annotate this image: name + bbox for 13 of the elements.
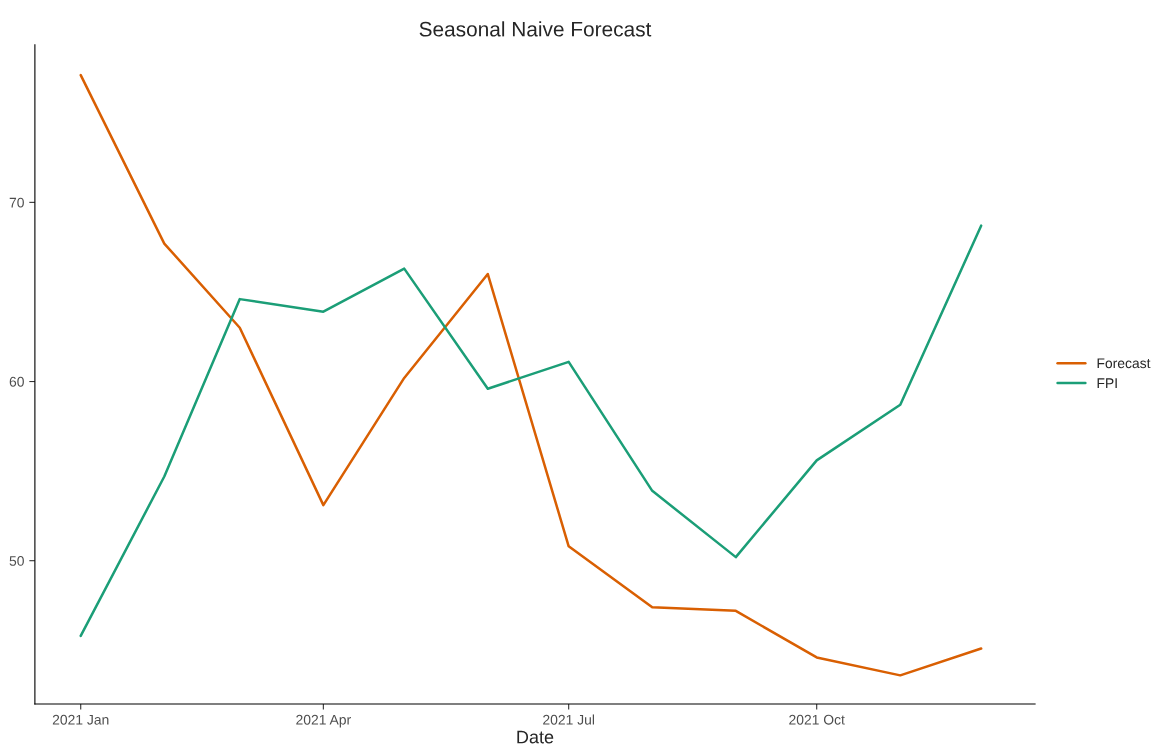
x-tick-label: 2021 Jul xyxy=(543,714,595,725)
y-tick-label: 50 xyxy=(9,556,24,566)
y-tick-label: 70 xyxy=(9,197,24,208)
line-series xyxy=(79,224,983,638)
x-tick-label: 2021 Jan xyxy=(52,714,109,725)
y-tick-label: 60 xyxy=(9,376,24,387)
legend-label: FPI xyxy=(1097,378,1117,388)
x-tick-label: 2021 Apr xyxy=(296,714,351,728)
chart-title: Seasonal Naive Forecast xyxy=(419,21,652,37)
x-axis-title: Date xyxy=(517,730,554,744)
line-series xyxy=(79,73,983,677)
x-tick-label: 2021 Oct xyxy=(789,714,845,725)
legend-label: Forecast xyxy=(1097,358,1151,369)
